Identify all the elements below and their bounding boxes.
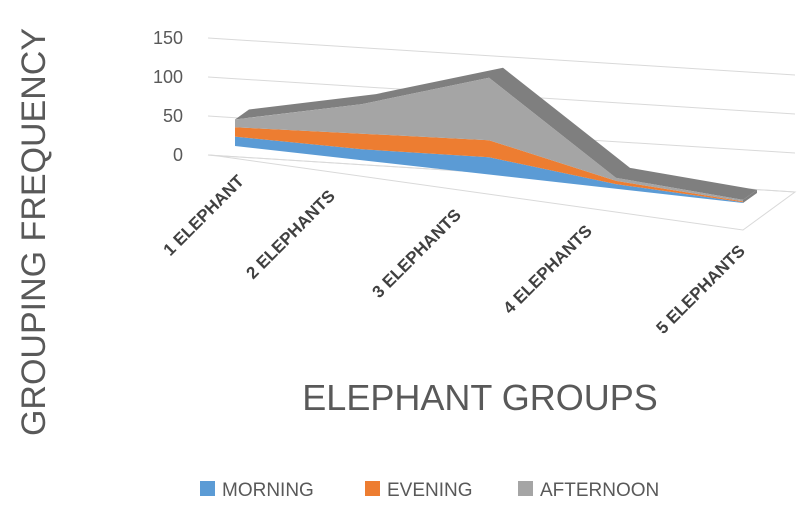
gridline — [207, 37, 796, 76]
x-category-label: 2 ELEPHANTS — [243, 186, 339, 282]
x-category-label: 1 ELEPHANT — [160, 171, 249, 260]
y-axis-ticks: 0 50 100 150 — [153, 28, 183, 165]
x-category-label: 4 ELEPHANTS — [500, 221, 596, 317]
y-tick-label: 100 — [153, 67, 183, 87]
y-tick-label: 150 — [153, 28, 183, 48]
x-category-label: 5 ELEPHANTS — [653, 241, 749, 337]
legend: MORNING EVENING AFTERNOON — [200, 480, 659, 501]
x-category-label: 3 ELEPHANTS — [369, 205, 465, 301]
area-morning — [235, 136, 743, 203]
legend-swatch — [518, 481, 533, 496]
legend-label: AFTERNOON — [540, 480, 659, 501]
legend-label: MORNING — [222, 480, 314, 501]
legend-item: AFTERNOON — [518, 480, 659, 501]
legend-item: EVENING — [365, 480, 473, 501]
area-top-surface — [235, 67, 757, 200]
legend-label: EVENING — [387, 480, 473, 501]
y-axis-title: GROUPING FREQUENCY — [15, 28, 53, 436]
area-evening — [235, 127, 743, 203]
area-afternoon — [235, 77, 743, 202]
legend-swatch — [200, 481, 215, 496]
y-tick-label: 0 — [173, 145, 183, 165]
x-axis-title: ELEPHANT GROUPS — [302, 377, 657, 418]
area-series — [235, 67, 757, 203]
area-side-face — [743, 189, 757, 203]
legend-item: MORNING — [200, 480, 314, 501]
legend-swatch — [365, 481, 380, 496]
y-tick-label: 50 — [163, 106, 183, 126]
